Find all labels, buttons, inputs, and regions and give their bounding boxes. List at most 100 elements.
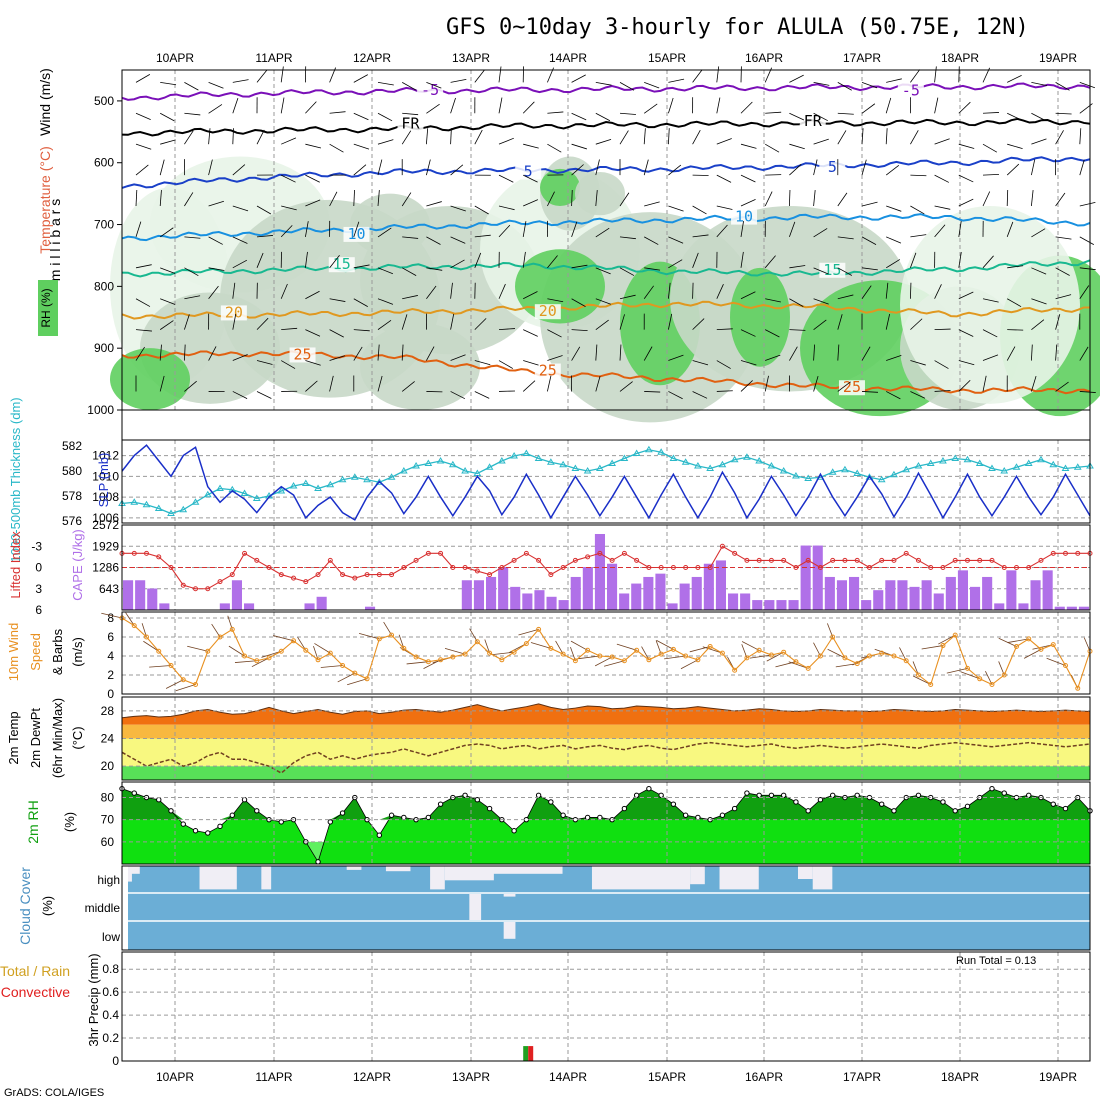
rh2m-point bbox=[1062, 805, 1069, 812]
upper-wind-barb bbox=[547, 298, 564, 303]
rh2m-point bbox=[486, 805, 493, 812]
upper-wind-barb bbox=[861, 236, 877, 245]
cape-bar bbox=[679, 583, 690, 610]
wind-axis-label-4: (m/s) bbox=[70, 637, 85, 667]
upper-wind-barb bbox=[789, 189, 791, 207]
upper-wind-barb bbox=[450, 205, 466, 212]
upper-wind-barb bbox=[305, 101, 317, 114]
wind-speed-point bbox=[315, 657, 321, 663]
wind-speed-point bbox=[989, 682, 995, 687]
thickness-point bbox=[252, 494, 261, 501]
cape-bar bbox=[933, 593, 944, 610]
upper-wind-barb bbox=[474, 252, 482, 268]
upper-wind-barb bbox=[401, 381, 415, 392]
upper-wind-barb bbox=[329, 255, 340, 269]
upper-wind-barb bbox=[450, 78, 467, 83]
cape-bar bbox=[1042, 570, 1053, 610]
contour-label-bg-6 bbox=[343, 226, 370, 242]
surface-wind-barb bbox=[251, 657, 270, 668]
upper-wind-barb bbox=[547, 255, 558, 269]
upper-wind-barb bbox=[1031, 267, 1047, 275]
upper-wind-barb bbox=[232, 354, 248, 361]
day-label-bottom-3: 13APR bbox=[452, 1070, 490, 1084]
run-total: Run Total = 0.13 bbox=[956, 955, 1036, 967]
upper-wind-barb bbox=[982, 375, 987, 392]
thickness-point bbox=[510, 452, 518, 459]
upper-wind-barb bbox=[885, 282, 889, 299]
thickness-point bbox=[375, 478, 384, 485]
upper-wind-barb bbox=[450, 282, 453, 299]
wind-speed-point bbox=[866, 653, 872, 659]
thickness-point bbox=[424, 459, 433, 466]
pressure-label-1000: 1000 bbox=[87, 403, 114, 417]
lifted-point bbox=[952, 557, 958, 563]
rh2m-point bbox=[229, 812, 235, 818]
upper-wind-barb bbox=[1007, 143, 1023, 149]
upper-wind-barb bbox=[982, 255, 994, 269]
upper-wind-barb bbox=[619, 130, 629, 145]
contour-label-1: -5 bbox=[902, 81, 920, 99]
cape-bar bbox=[147, 588, 158, 610]
upper-wind-barb bbox=[1079, 391, 1096, 393]
upper-wind-barb bbox=[184, 267, 199, 277]
cape-bar bbox=[570, 576, 581, 610]
surface-wind-barb bbox=[946, 667, 968, 674]
rh2m-point bbox=[621, 805, 628, 812]
slp-tick-1008: 1008 bbox=[92, 490, 119, 504]
upper-wind-barb bbox=[1031, 228, 1046, 238]
wind-speed-point bbox=[474, 639, 480, 645]
upper-wind-barb bbox=[643, 103, 658, 114]
upper-wind-barb bbox=[668, 354, 684, 361]
surface-wind-barb bbox=[827, 648, 846, 659]
contour-label-9: 15 bbox=[823, 261, 841, 279]
thickness-point bbox=[853, 469, 862, 476]
upper-wind-barb bbox=[160, 112, 175, 122]
day-label-top-6: 16APR bbox=[745, 51, 783, 65]
upper-wind-barb bbox=[958, 221, 962, 237]
thickness-point bbox=[877, 475, 886, 483]
upper-wind-barb bbox=[208, 104, 223, 114]
upper-wind-barb bbox=[135, 221, 142, 238]
wind-speed-point bbox=[1062, 663, 1068, 668]
upper-wind-barb bbox=[643, 285, 654, 299]
rh2m-point bbox=[205, 830, 211, 836]
upper-wind-barb bbox=[813, 159, 818, 176]
upper-wind-barb bbox=[450, 391, 466, 400]
thickness-point bbox=[1037, 455, 1045, 463]
upper-wind-barb bbox=[305, 174, 320, 183]
upper-wind-barb bbox=[813, 267, 829, 275]
cloud-high-gap bbox=[128, 866, 132, 882]
precip-tick-0: 0 bbox=[112, 1054, 119, 1068]
rh2m-point bbox=[401, 814, 407, 821]
upper-wind-barb bbox=[910, 282, 912, 299]
upper-wind-barb bbox=[837, 236, 854, 240]
upper-wind-barb bbox=[402, 295, 418, 300]
lifted-point bbox=[536, 557, 542, 563]
lifted-point bbox=[499, 565, 505, 570]
upper-wind-barb bbox=[353, 189, 355, 207]
surface-wind-barb bbox=[530, 642, 551, 649]
cloud-high-gap bbox=[591, 866, 691, 890]
lifted-point bbox=[1050, 550, 1056, 556]
upper-wind-barb bbox=[958, 360, 975, 366]
wind-speed-point bbox=[229, 626, 235, 632]
thickness-point bbox=[142, 500, 151, 508]
upper-wind-barb bbox=[305, 380, 318, 392]
wind-speed-point bbox=[695, 657, 701, 663]
slp-tick-1010: 1010 bbox=[92, 469, 119, 483]
contour-label-14: 25 bbox=[843, 378, 861, 396]
upper-wind-barb bbox=[208, 285, 219, 299]
lifted-point bbox=[830, 557, 836, 563]
contour-label-bg-5 bbox=[819, 160, 846, 176]
upper-wind-barb bbox=[498, 283, 506, 299]
upper-wind-barb bbox=[1055, 236, 1072, 240]
surface-wind-barb bbox=[358, 633, 380, 640]
upper-wind-barb bbox=[716, 205, 733, 210]
cape-bar bbox=[365, 606, 376, 610]
wind-tick-4: 4 bbox=[107, 649, 114, 663]
upper-wind-barb bbox=[474, 69, 485, 83]
upper-wind-barb bbox=[765, 143, 780, 153]
upper-wind-barb bbox=[740, 143, 757, 149]
upper-wind-barb bbox=[426, 159, 431, 176]
contour-label-10: 20 bbox=[225, 303, 243, 321]
